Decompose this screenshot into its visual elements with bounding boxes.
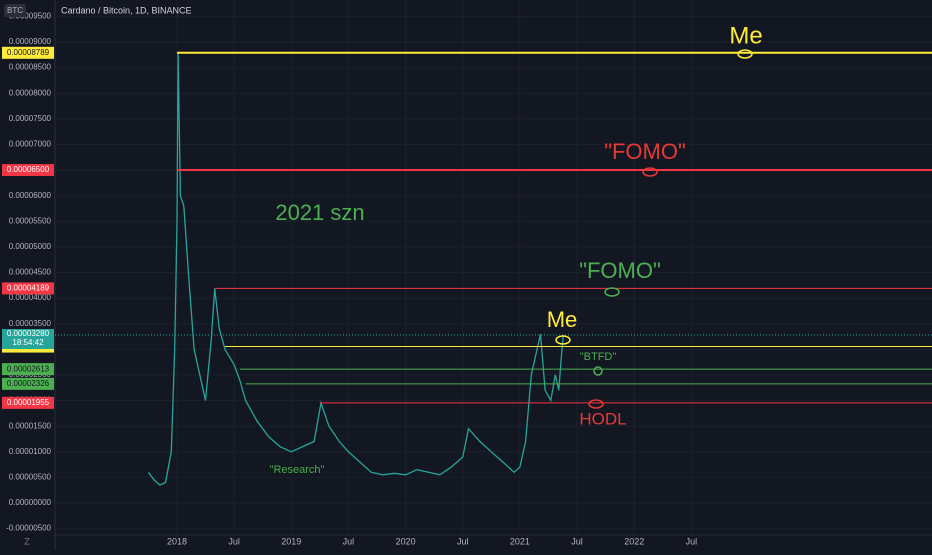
y-tick-label: -0.00000500 bbox=[6, 524, 51, 533]
y-tick-label: 0.00009000 bbox=[9, 37, 52, 46]
y-tick-label: 0.00007500 bbox=[9, 114, 52, 123]
level-label: 0.00006500 bbox=[7, 165, 50, 174]
y-tick-label: 0.00008500 bbox=[9, 63, 52, 72]
y-tick-label: 0.00003500 bbox=[9, 319, 52, 328]
level-label: 0.00002326 bbox=[7, 379, 50, 388]
corner-label[interactable]: Z bbox=[24, 536, 30, 546]
level-label-box bbox=[2, 282, 54, 295]
scribble bbox=[593, 366, 603, 376]
y-tick-label: 0.00000500 bbox=[9, 472, 52, 481]
y-tick-label: 0.00008000 bbox=[9, 88, 52, 97]
chart-title: Cardano / Bitcoin, 1D, BINANCE bbox=[61, 5, 192, 15]
symbol-badge bbox=[4, 4, 26, 17]
level-label-box bbox=[2, 377, 54, 390]
y-tick-label: 0.00001000 bbox=[9, 447, 52, 456]
level-label-box bbox=[2, 46, 54, 59]
scribble bbox=[737, 49, 753, 59]
annotation: Me bbox=[729, 22, 762, 49]
current-price-label: 0.00003280 bbox=[7, 329, 50, 338]
scribble bbox=[555, 335, 571, 345]
x-tick-label: 2022 bbox=[624, 536, 644, 546]
scribble bbox=[604, 287, 620, 297]
level-label: 0.00001955 bbox=[7, 398, 50, 407]
level-label-box bbox=[2, 363, 54, 376]
x-tick-label: Jul bbox=[457, 536, 469, 546]
scribble bbox=[642, 167, 658, 177]
annotation: "FOMO" bbox=[604, 139, 686, 164]
x-tick-label: Jul bbox=[228, 536, 240, 546]
x-tick-label: 2021 bbox=[510, 536, 530, 546]
y-tick-label: 0.00004500 bbox=[9, 268, 52, 277]
y-tick-label: 0.00009500 bbox=[9, 11, 52, 20]
y-tick-label: 0.00005000 bbox=[9, 242, 52, 251]
countdown: 18:54:42 bbox=[12, 338, 44, 347]
overlay: 0.000087890.000065000.000041890.00003054… bbox=[2, 22, 932, 476]
annotation: Me bbox=[547, 307, 578, 332]
x-tick-label: 2020 bbox=[396, 536, 416, 546]
plot bbox=[147, 52, 564, 486]
annotation: "BTFD" bbox=[580, 351, 617, 363]
price-line bbox=[147, 52, 564, 486]
level-label: 0.00004189 bbox=[7, 284, 50, 293]
level-label-box bbox=[2, 396, 54, 409]
level-label-box bbox=[2, 164, 54, 177]
y-axis-panel bbox=[0, 0, 55, 550]
x-tick-label: 2018 bbox=[167, 536, 187, 546]
level-label: 0.00002613 bbox=[7, 364, 50, 373]
y-tick-label: 0.00007000 bbox=[9, 140, 52, 149]
annotation: 2021 szn bbox=[275, 200, 364, 225]
symbol: BTC bbox=[7, 6, 23, 15]
scribble bbox=[588, 399, 604, 409]
x-tick-label: Jul bbox=[686, 536, 698, 546]
x-tick-label: 2019 bbox=[281, 536, 301, 546]
annotation: "Research" bbox=[270, 464, 325, 476]
y-tick-label: 0.00004000 bbox=[9, 293, 52, 302]
x-tick-label: Jul bbox=[343, 536, 355, 546]
y-tick-label: 0.00005500 bbox=[9, 216, 52, 225]
x-tick-label: Jul bbox=[571, 536, 583, 546]
y-tick-label: 0.00006000 bbox=[9, 191, 52, 200]
annotation: "FOMO" bbox=[579, 258, 661, 283]
level-label: 0.00008789 bbox=[7, 48, 50, 57]
y-tick-label: 0.00000000 bbox=[9, 498, 52, 507]
annotation: HODL bbox=[579, 409, 626, 428]
current-price-box bbox=[2, 328, 54, 349]
y-tick-label: 0.00001500 bbox=[9, 421, 52, 430]
